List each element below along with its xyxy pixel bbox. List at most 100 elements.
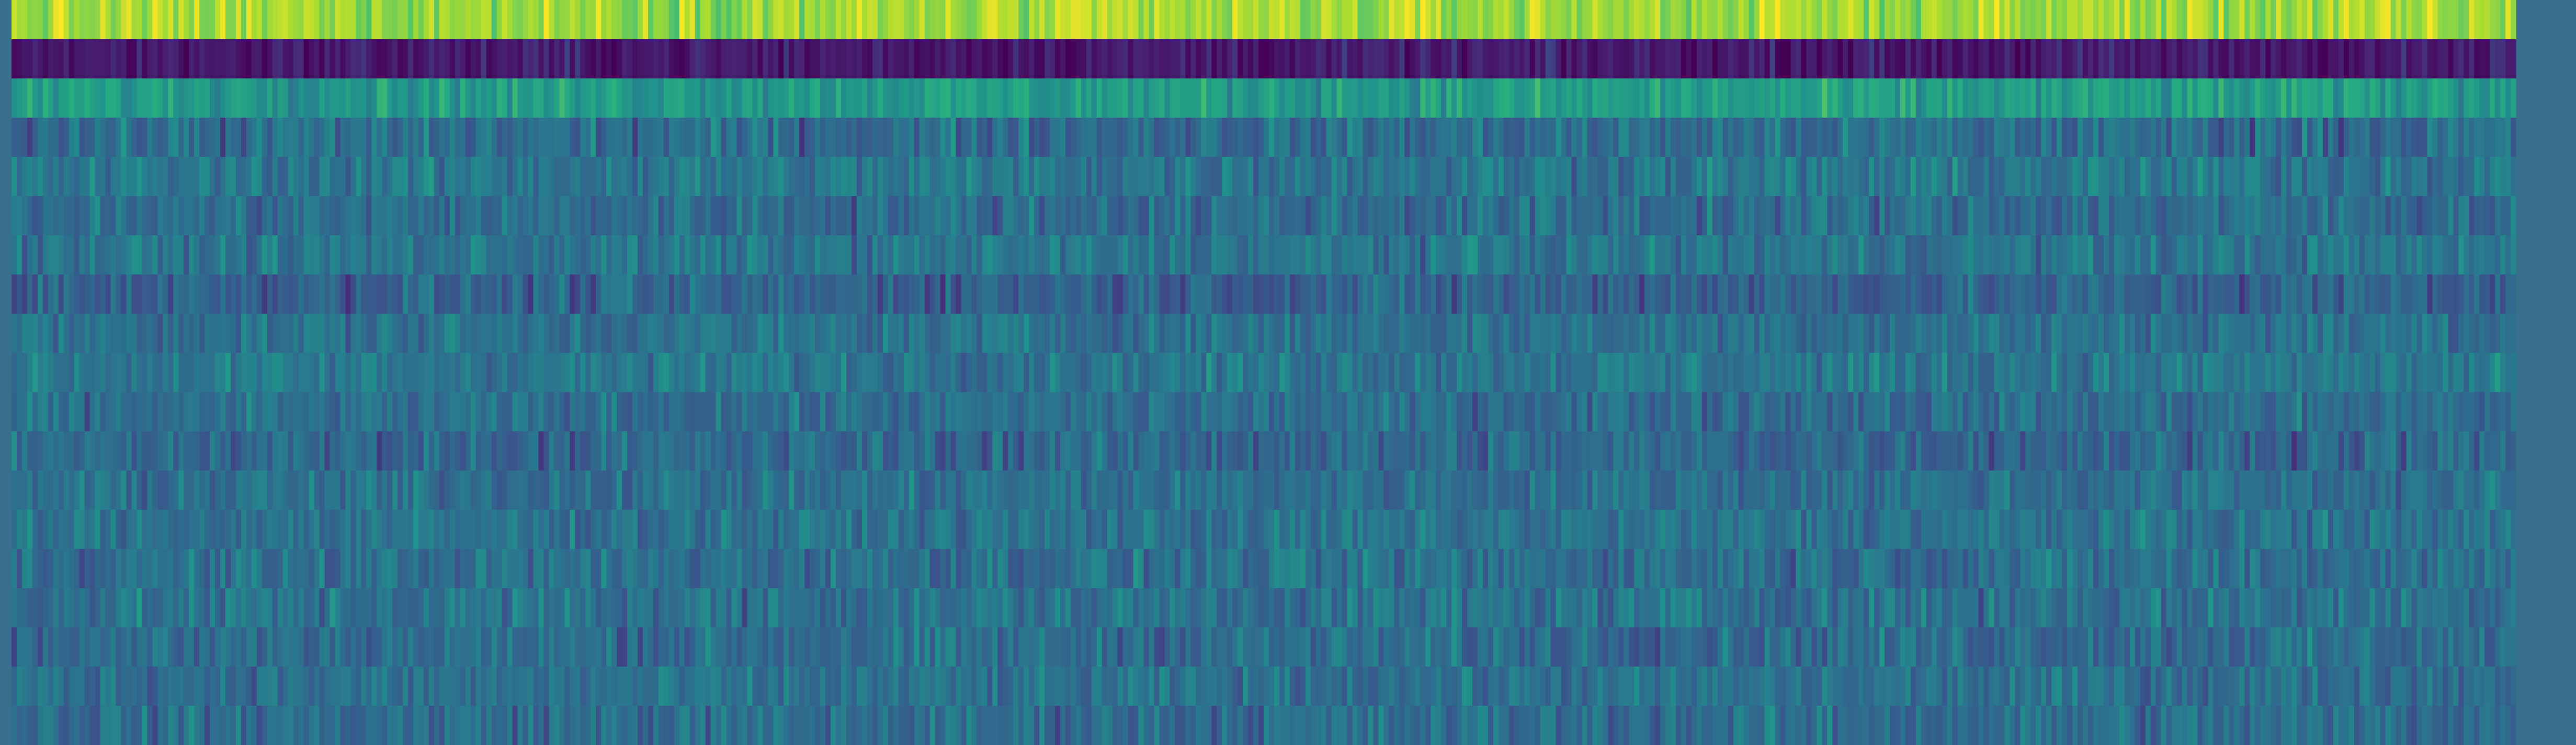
heatmap-cell	[1879, 78, 1885, 118]
heatmap-cell	[1122, 118, 1129, 157]
heatmap-cell	[1894, 118, 1901, 157]
heatmap-cell	[418, 196, 424, 236]
heatmap-cell	[1999, 0, 2005, 40]
heatmap-cell	[282, 314, 289, 353]
heatmap-cell	[611, 274, 617, 314]
heatmap-cell	[1008, 118, 1014, 157]
heatmap-cell	[110, 0, 117, 40]
heatmap-cell	[413, 157, 419, 197]
heatmap-cell	[2072, 0, 2078, 40]
heatmap-cell	[319, 235, 325, 275]
heatmap-cell	[1154, 353, 1160, 393]
heatmap-cell	[2343, 157, 2350, 197]
heatmap-cell	[1488, 118, 1494, 157]
heatmap-cell	[1879, 0, 1885, 40]
heatmap-cell	[1170, 235, 1176, 275]
heatmap-cell	[648, 118, 654, 157]
heatmap-cell	[1952, 157, 1958, 197]
heatmap-cell	[841, 78, 847, 118]
heatmap-cell	[1185, 196, 1191, 236]
heatmap-cell	[1508, 118, 1515, 157]
heatmap-cell	[2369, 196, 2376, 236]
heatmap-cell	[361, 0, 367, 40]
heatmap-cell	[1550, 157, 1557, 197]
heatmap-cell	[1457, 196, 1462, 236]
heatmap-cell	[16, 0, 22, 40]
heatmap-cell	[1885, 314, 1890, 353]
heatmap-cell	[1576, 0, 1583, 40]
heatmap-cell	[820, 78, 826, 118]
heatmap-cell	[1738, 157, 1744, 197]
heatmap-cell	[89, 314, 96, 353]
heatmap-cell	[1780, 274, 1786, 314]
heatmap-cell	[1503, 157, 1510, 197]
heatmap-cell	[1837, 78, 1843, 118]
heatmap-cell	[2119, 39, 2125, 79]
heatmap-cell	[2176, 157, 2183, 197]
heatmap-cell	[2030, 157, 2036, 197]
heatmap-cell	[987, 0, 993, 40]
heatmap-cell	[2036, 0, 2041, 40]
heatmap-cell	[2051, 353, 2057, 393]
heatmap-cell	[2375, 353, 2381, 393]
heatmap-cell	[377, 78, 382, 118]
heatmap-cell	[1686, 39, 1692, 79]
heatmap-cell	[1618, 39, 1624, 79]
heatmap-cell	[2411, 314, 2418, 353]
heatmap-cell	[752, 235, 758, 275]
heatmap-cell	[1310, 314, 1317, 353]
heatmap-cell	[1482, 196, 1489, 236]
heatmap-cell	[152, 392, 158, 432]
heatmap-cell	[1696, 353, 1703, 393]
heatmap-cell	[512, 0, 518, 40]
heatmap-cell	[2265, 314, 2271, 353]
heatmap-cell	[1879, 314, 1885, 353]
heatmap-cell	[2437, 196, 2443, 236]
heatmap-cell	[157, 196, 163, 236]
heatmap-cell	[977, 353, 982, 393]
heatmap-cell	[116, 314, 122, 353]
heatmap-cell	[2093, 0, 2099, 40]
heatmap-cell	[1629, 39, 1635, 79]
heatmap-cell	[178, 157, 184, 197]
heatmap-cell	[1175, 235, 1181, 275]
heatmap-cell	[1514, 157, 1520, 197]
heatmap-cell	[1050, 235, 1056, 275]
heatmap-cell	[1018, 118, 1024, 157]
heatmap-cell	[1624, 353, 1629, 393]
heatmap-cell	[1827, 235, 1833, 275]
heatmap-cell	[1180, 314, 1186, 353]
heatmap-cell	[398, 392, 403, 432]
heatmap-cell	[2271, 157, 2276, 197]
heatmap-cell	[408, 314, 414, 353]
heatmap-cell	[1592, 118, 1598, 157]
heatmap-cell	[1024, 196, 1029, 236]
heatmap-cell	[1347, 118, 1353, 157]
heatmap-cell	[470, 39, 476, 79]
heatmap-cell	[1321, 157, 1327, 197]
heatmap-cell	[1008, 314, 1014, 353]
heatmap-cell	[272, 196, 278, 236]
heatmap-cell	[1587, 235, 1593, 275]
heatmap-cell	[398, 274, 403, 314]
heatmap-cell	[554, 196, 560, 236]
heatmap-cell	[2464, 157, 2469, 197]
heatmap-cell	[742, 314, 748, 353]
heatmap-cell	[2443, 353, 2448, 393]
heatmap-cell	[982, 274, 988, 314]
heatmap-cell	[1425, 157, 1431, 197]
heatmap-cell	[861, 39, 868, 79]
heatmap-cell	[695, 196, 701, 236]
heatmap-cell	[1550, 78, 1557, 118]
heatmap-cell	[2176, 274, 2183, 314]
heatmap-cell	[2166, 0, 2172, 40]
heatmap-cell	[74, 0, 80, 40]
heatmap-cell	[1055, 353, 1061, 393]
heatmap-cell	[929, 353, 936, 393]
heatmap-cell	[1431, 118, 1436, 157]
heatmap-cell	[1864, 157, 1869, 197]
heatmap-cell	[705, 0, 711, 40]
heatmap-cell	[658, 274, 664, 314]
heatmap-cell	[95, 196, 101, 236]
heatmap-cell	[2401, 353, 2407, 393]
